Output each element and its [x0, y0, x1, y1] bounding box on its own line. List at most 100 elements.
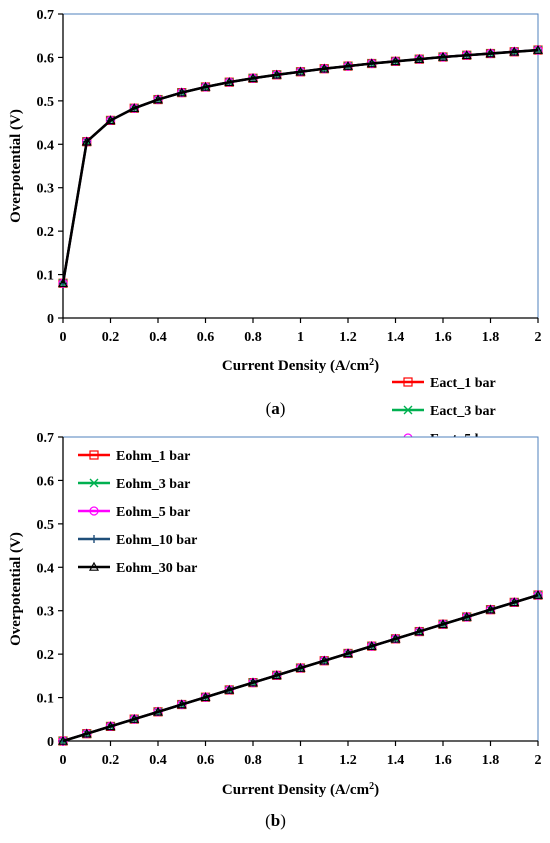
legend-marker [403, 377, 413, 387]
x-tick-label: 0.4 [149, 330, 167, 345]
legend-label: Eohm_30 bar [116, 561, 197, 576]
data-point [129, 713, 140, 723]
data-point [105, 721, 116, 731]
y-tick-label: 0.1 [37, 269, 55, 284]
x-tick-label: 0.6 [197, 753, 215, 768]
data-point [247, 73, 259, 83]
data-point [319, 655, 330, 665]
y-tick-label: 0.7 [37, 8, 55, 23]
data-point [319, 63, 330, 73]
y-tick-label: 0.3 [37, 605, 55, 620]
x-tick-label: 0.2 [102, 330, 120, 345]
legend-item: Eohm_5 bar [78, 505, 190, 520]
data-point [224, 684, 235, 694]
series-eohm-30-bar [57, 589, 544, 745]
legend-marker [403, 405, 413, 415]
data-point [271, 69, 282, 79]
data-point [224, 76, 235, 86]
panel-label: (b) [265, 811, 286, 830]
data-point [390, 633, 401, 643]
x-tick-label: 2 [535, 753, 542, 768]
y-tick-label: 0.5 [37, 95, 55, 110]
legend-label: Eact_1 bar [430, 376, 496, 391]
y-tick-label: 0.2 [37, 648, 55, 663]
data-point [437, 619, 449, 629]
plot-area [62, 13, 539, 319]
legend-label: Eohm_5 bar [116, 505, 190, 520]
data-point [129, 103, 140, 113]
y-tick-label: 0 [47, 312, 54, 327]
legend-marker [90, 535, 98, 543]
x-tick-label: 0 [60, 753, 67, 768]
x-tick-label: 0.4 [149, 753, 167, 768]
x-tick-label: 2 [535, 330, 542, 345]
legend-item: Eact_1 bar [392, 376, 496, 391]
data-point [485, 604, 496, 614]
data-point [152, 94, 164, 104]
legend-item: Eact_3 bar [392, 404, 496, 419]
data-point [105, 115, 116, 125]
data-point [200, 81, 211, 91]
x-tick-label: 1.4 [387, 753, 405, 768]
data-point [81, 136, 92, 146]
legend-label: Eohm_3 bar [116, 477, 190, 492]
x-axis-title: Current Density (A/cm2) [222, 781, 379, 798]
y-tick-label: 0.4 [37, 561, 55, 576]
data-point [295, 662, 306, 672]
data-point [271, 670, 282, 680]
data-point [176, 699, 187, 709]
data-point [532, 44, 544, 54]
data-point [532, 589, 544, 599]
y-tick-label: 0.7 [37, 431, 55, 446]
x-tick-label: 1 [297, 330, 304, 345]
series-line [61, 48, 539, 284]
plot-area [62, 436, 539, 742]
x-tick-label: 1.8 [482, 753, 500, 768]
x-axis-title: Current Density (A/cm2) [222, 357, 379, 374]
data-point [485, 48, 496, 58]
chart-panel-b: 0 0.1 0.2 0.3 0.4 0.5 0.6 0.7 0 0.2 0.4 0.6 0.8 1 1.2 1… [8, 431, 544, 830]
data-point [152, 706, 164, 716]
x-tick-label: 1 [297, 753, 304, 768]
legend-item: Eohm_3 bar [78, 477, 190, 492]
y-axis-title: Overpotential (V) [8, 532, 24, 646]
data-point [81, 728, 92, 738]
data-point [461, 50, 472, 60]
data-point [295, 66, 306, 76]
legend-label: Eohm_10 bar [116, 533, 197, 548]
x-tick-label: 1.8 [482, 330, 500, 345]
x-tick-label: 0 [60, 330, 67, 345]
data-point [509, 46, 520, 56]
y-tick-label: 0.3 [37, 182, 55, 197]
data-point [366, 58, 377, 68]
x-tick-label: 1.2 [339, 753, 357, 768]
data-point [57, 735, 69, 745]
y-tick-label: 0.1 [37, 692, 55, 707]
legend-label: Eact_3 bar [430, 404, 496, 419]
data-point [390, 56, 401, 66]
y-axis-title: Overpotential (V) [8, 109, 24, 223]
data-point [342, 60, 354, 70]
data-point [247, 677, 259, 687]
x-tick-label: 1.4 [387, 330, 405, 345]
series-eact-30-bar [57, 44, 544, 288]
y-tick-label: 0.6 [37, 474, 55, 489]
x-tick-label: 1.6 [434, 330, 452, 345]
x-tick-label: 0.8 [244, 330, 262, 345]
data-point [414, 53, 425, 63]
legend-label: Eohm_1 bar [116, 449, 190, 464]
y-tick-label: 0.4 [37, 138, 55, 153]
y-tick-label: 0.2 [37, 225, 55, 240]
x-tick-label: 0.6 [197, 330, 215, 345]
legend-item: Eohm_10 bar [78, 533, 197, 548]
y-tick-label: 0.5 [37, 518, 55, 533]
chart-panel-a: 0 0.1 0.2 0.3 0.4 0.5 0.6 0.7 0 0.2 0.4 0.6 0.8 1 1.2 1… [8, 8, 544, 503]
x-tick-label: 1.2 [339, 330, 357, 345]
legend-marker [88, 561, 100, 571]
legend-marker [89, 450, 99, 460]
data-point [342, 648, 354, 658]
data-point [414, 626, 425, 636]
data-point [176, 87, 187, 97]
data-point [200, 691, 211, 702]
